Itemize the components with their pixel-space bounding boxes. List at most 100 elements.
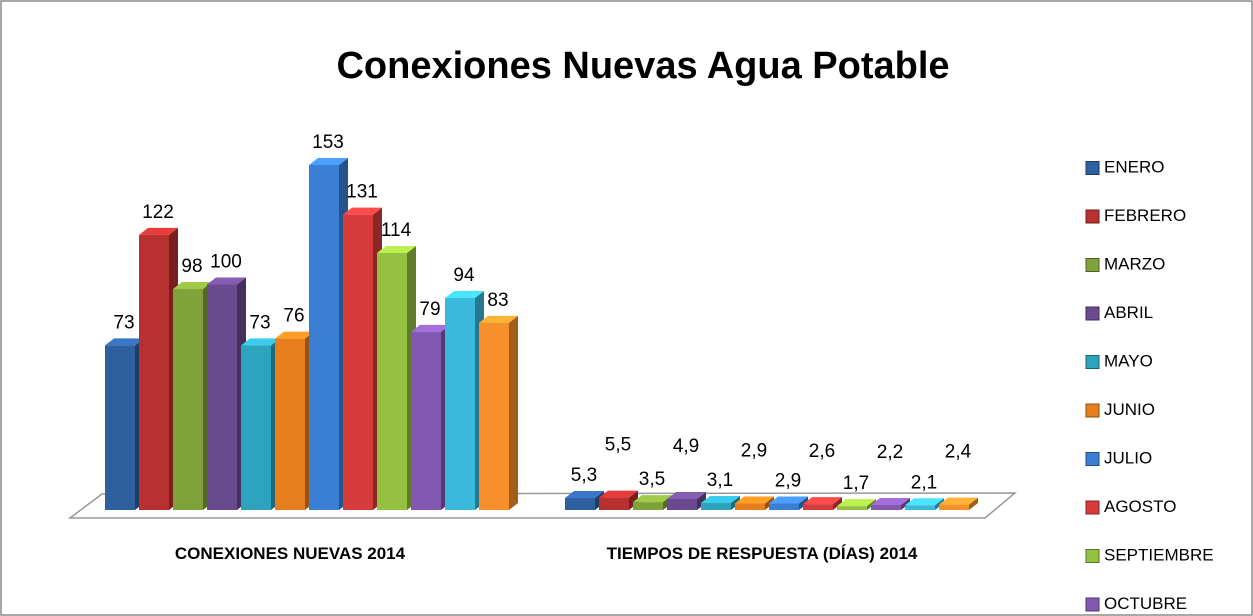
bar	[701, 496, 740, 510]
bar-front	[837, 506, 867, 510]
bar-front	[871, 505, 901, 510]
bar-top	[803, 497, 842, 505]
data-label: 114	[381, 220, 412, 241]
bar	[599, 490, 638, 510]
bar-top	[701, 496, 740, 504]
legend-swatch	[1085, 355, 1100, 369]
bar-top	[939, 497, 978, 505]
legend-swatch	[1085, 306, 1100, 321]
bar-side	[629, 490, 638, 510]
bar-front	[139, 234, 169, 510]
bar-front	[275, 338, 305, 510]
bar-side	[935, 498, 944, 510]
bar-top	[479, 315, 518, 323]
data-label: 2,4	[945, 442, 972, 463]
data-label: 3,1	[707, 470, 733, 491]
bar-front	[241, 345, 271, 510]
bar-side	[697, 491, 706, 510]
bar-top	[343, 207, 382, 215]
legend-label: ENERO	[1104, 157, 1164, 176]
legend-swatch	[1085, 403, 1100, 418]
data-label: 79	[419, 299, 440, 320]
data-label: 98	[181, 256, 202, 277]
bar-top	[735, 496, 774, 504]
bar	[207, 277, 246, 510]
category-label: CONEXIONES NUEVAS 2014	[174, 544, 406, 563]
bar	[377, 245, 416, 511]
legend-swatch	[1085, 597, 1100, 612]
data-label: 2,1	[911, 472, 937, 493]
data-label: 3,5	[639, 469, 665, 490]
legend-swatch	[1085, 549, 1100, 563]
bar-front	[769, 503, 799, 510]
data-label: 2,6	[809, 441, 835, 462]
data-label: 153	[312, 132, 344, 153]
bar-front	[411, 331, 441, 510]
bar-top	[633, 495, 672, 503]
bar-top	[275, 331, 314, 339]
data-label: 73	[113, 312, 134, 333]
bar-front	[939, 504, 969, 510]
bar-front	[803, 504, 833, 510]
data-label: 5,3	[571, 465, 597, 486]
data-label: 2,9	[741, 440, 767, 461]
bar-front	[565, 498, 595, 510]
bar	[241, 338, 280, 510]
data-label: 76	[283, 306, 304, 327]
bar-front	[599, 497, 629, 510]
bar-top	[377, 245, 416, 253]
bar-top	[871, 498, 910, 506]
legend-label: ABRIL	[1104, 303, 1153, 322]
data-label: 100	[210, 252, 242, 273]
bar	[769, 496, 808, 510]
legend-label: AGOSTO	[1104, 497, 1176, 516]
bar-front	[377, 252, 407, 511]
bar-top	[599, 490, 638, 498]
bar-top	[667, 491, 706, 499]
data-label: 5,5	[605, 435, 631, 456]
data-label: 94	[453, 265, 475, 286]
bar-side	[833, 497, 842, 510]
bar-top	[105, 338, 144, 346]
bar	[479, 315, 518, 510]
bar	[275, 331, 314, 510]
bar-front	[701, 503, 731, 510]
bar-top	[139, 227, 178, 235]
data-label: 131	[346, 182, 378, 203]
data-label: 73	[249, 312, 270, 333]
bar	[105, 338, 144, 510]
legend-label: FEBRERO	[1104, 206, 1186, 225]
bar-front	[445, 298, 475, 510]
bar-front	[735, 503, 765, 510]
bar-front	[173, 289, 203, 510]
bar-front	[207, 284, 237, 510]
bar	[445, 291, 484, 510]
legend-swatch	[1085, 258, 1100, 272]
bar-side	[867, 499, 876, 510]
legend-label: SEPTIEMBRE	[1104, 545, 1214, 564]
legend-label: JULIO	[1104, 448, 1152, 467]
category-label: TIEMPOS DE RESPUESTA (DÍAS) 2014	[606, 544, 918, 563]
bar-top	[241, 338, 280, 346]
bar	[173, 282, 212, 510]
legend-swatch	[1085, 161, 1100, 175]
bar	[939, 497, 978, 510]
bar	[905, 498, 944, 510]
bar	[309, 158, 348, 510]
bar-front	[309, 165, 339, 510]
legend-swatch	[1085, 209, 1100, 224]
bar-top	[445, 291, 484, 299]
data-label: 4,9	[673, 436, 699, 457]
bar-top	[309, 158, 348, 165]
legend-label: MAYO	[1104, 351, 1153, 370]
bar-top	[837, 499, 876, 507]
bar-front	[105, 345, 135, 510]
bar-front	[479, 322, 509, 510]
bar-front	[343, 214, 373, 510]
data-label: 83	[487, 290, 508, 311]
bar-side	[799, 496, 808, 510]
bar	[871, 498, 910, 510]
bar-front	[667, 498, 697, 510]
